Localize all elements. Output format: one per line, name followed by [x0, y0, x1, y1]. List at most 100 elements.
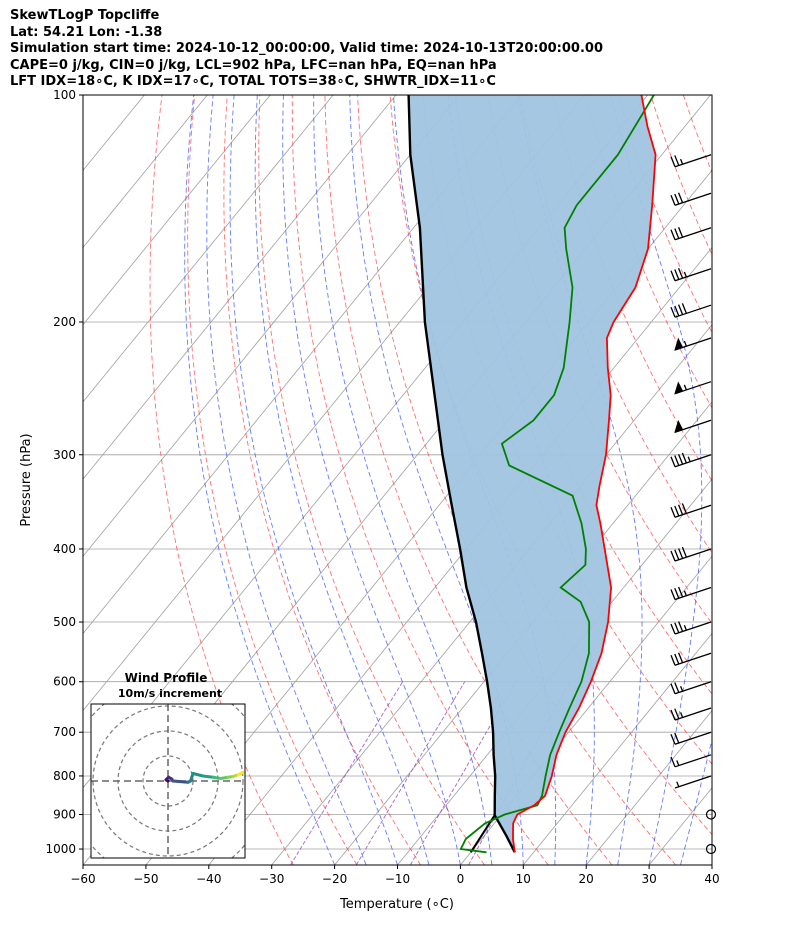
- inset-frame: [90, 703, 246, 859]
- moist-adiabat: [711, 863, 712, 865]
- x-tick-label: 30: [641, 872, 656, 886]
- dry-adiabat: [324, 95, 613, 865]
- moist-adiabat: [282, 95, 461, 865]
- hodograph-segment: [171, 779, 190, 784]
- wind-barb: [670, 681, 712, 695]
- wind-profile-inset: Wind Profile 10m/s increment: [90, 671, 246, 859]
- wind-barb: [670, 227, 712, 241]
- hodograph-segment: [191, 772, 205, 778]
- dry-adiabat: [223, 95, 422, 865]
- x-axis-label: Temperature (∘C): [339, 897, 454, 912]
- y-tick-label: 700: [53, 725, 76, 739]
- x-tick-label: 0: [457, 872, 465, 886]
- wind-barb: [670, 192, 712, 206]
- y-axis-label: Pressure (hPa): [19, 433, 34, 526]
- chart-title: SkewTLogP Topcliffe: [10, 8, 160, 23]
- dry-adiabat: [187, 95, 358, 865]
- wind-barb: [674, 381, 712, 395]
- inset-title: Wind Profile: [125, 671, 208, 685]
- isotherm-line: [83, 95, 334, 403]
- isotherm-line: [585, 710, 712, 865]
- wind-barb: [670, 452, 712, 468]
- dry-adiabat: [749, 95, 794, 865]
- hodograph-segment: [201, 774, 215, 779]
- y-tick-label: 400: [53, 542, 76, 556]
- time-line: Simulation start time: 2024-10-12_00:00:…: [10, 41, 603, 56]
- dewpoint-profile: [459, 95, 655, 854]
- wind-barb: [670, 154, 712, 168]
- cape-line: CAPE=0 j/kg, CIN=0 j/kg, LCL=902 hPa, LF…: [10, 57, 497, 73]
- cin-shade: [408, 95, 656, 853]
- isotherm-line: [83, 95, 397, 480]
- x-tick-label: −20: [322, 872, 347, 886]
- x-tick-label: −60: [70, 872, 95, 886]
- wind-barbs: [670, 154, 717, 855]
- wind-barb: [670, 652, 712, 666]
- chart-header: SkewTLogP Topcliffe Lat: 54.21 Lon: -1.3…: [10, 8, 790, 91]
- index-line: LFT IDX=18∘C, K IDX=17∘C, TOTAL TOTS=38∘…: [10, 74, 496, 89]
- x-tick-label: 20: [579, 872, 594, 886]
- dry-adiabat: [585, 95, 712, 409]
- mixing-ratio-line: [355, 681, 466, 865]
- isotherm-line: [711, 864, 712, 865]
- moist-adiabat: [680, 738, 712, 865]
- y-tick-label: 1000: [45, 842, 76, 856]
- wind-barb: [705, 809, 717, 820]
- dry-adiabat: [454, 95, 712, 695]
- isotherm-line: [83, 95, 523, 635]
- wind-barb: [670, 303, 712, 318]
- dry-adiabat: [716, 95, 794, 865]
- wind-barb: [674, 775, 712, 789]
- wind-barb: [670, 546, 712, 562]
- plot-area: [0, 95, 794, 865]
- x-tick-label: −50: [133, 872, 158, 886]
- x-tick-label: −40: [196, 872, 221, 886]
- dry-adiabat: [781, 95, 794, 865]
- x-tick-label: 40: [704, 872, 719, 886]
- isotherm-line: [83, 95, 460, 557]
- x-tick-label: −30: [259, 872, 284, 886]
- isotherm-line: [83, 95, 208, 249]
- location-line: Lat: 54.21 Lon: -1.38: [10, 24, 163, 40]
- isotherm-line: [83, 95, 271, 326]
- wind-barb: [670, 707, 712, 721]
- inset-subtitle: 10m/s increment: [118, 687, 222, 700]
- moist-adiabat: [254, 95, 430, 865]
- dry-adiabat: [650, 95, 712, 256]
- wind-barb: [670, 731, 712, 745]
- x-tick-label: −10: [385, 872, 410, 886]
- moist-adiabat: [313, 95, 493, 865]
- wind-barb: [670, 503, 712, 518]
- y-tick-label: 900: [53, 808, 76, 822]
- isotherm-line: [460, 555, 712, 865]
- wind-barb: [705, 843, 717, 855]
- isotherm-line: [522, 632, 712, 865]
- hodograph-segment: [236, 770, 245, 777]
- y-tick-label: 800: [53, 769, 76, 783]
- wind-barb: [670, 754, 712, 768]
- isotherm-line: [334, 401, 712, 865]
- temperature-profile: [512, 95, 657, 853]
- y-tick-label: 500: [53, 615, 76, 629]
- y-tick-label: 200: [53, 315, 76, 329]
- y-tick-label: 300: [53, 448, 76, 462]
- axes: −60 −50 −40 −30 −20 −10 0 10 20 30 40 100 200 300 400 5…: [45, 88, 719, 886]
- dry-adiabat: [519, 95, 712, 554]
- moist-adiabat: [184, 95, 336, 865]
- dry-adiabat: [258, 95, 485, 865]
- wind-barb: [674, 337, 712, 351]
- mixing-ratio-line: [410, 681, 517, 865]
- wind-barb: [674, 419, 712, 434]
- y-tick-label: 600: [53, 675, 76, 689]
- wind-barb: [670, 586, 712, 601]
- moist-adiabat: [229, 95, 398, 865]
- moist-adiabat: [206, 95, 367, 865]
- isotherm-line: [648, 787, 712, 865]
- wind-barb: [670, 621, 712, 635]
- isotherm-line: [0, 95, 82, 865]
- mixing-ratio-line: [290, 681, 403, 865]
- y-tick-label: 100: [53, 88, 76, 102]
- x-tick-label: 10: [516, 872, 531, 886]
- moist-adiabat: [610, 95, 703, 865]
